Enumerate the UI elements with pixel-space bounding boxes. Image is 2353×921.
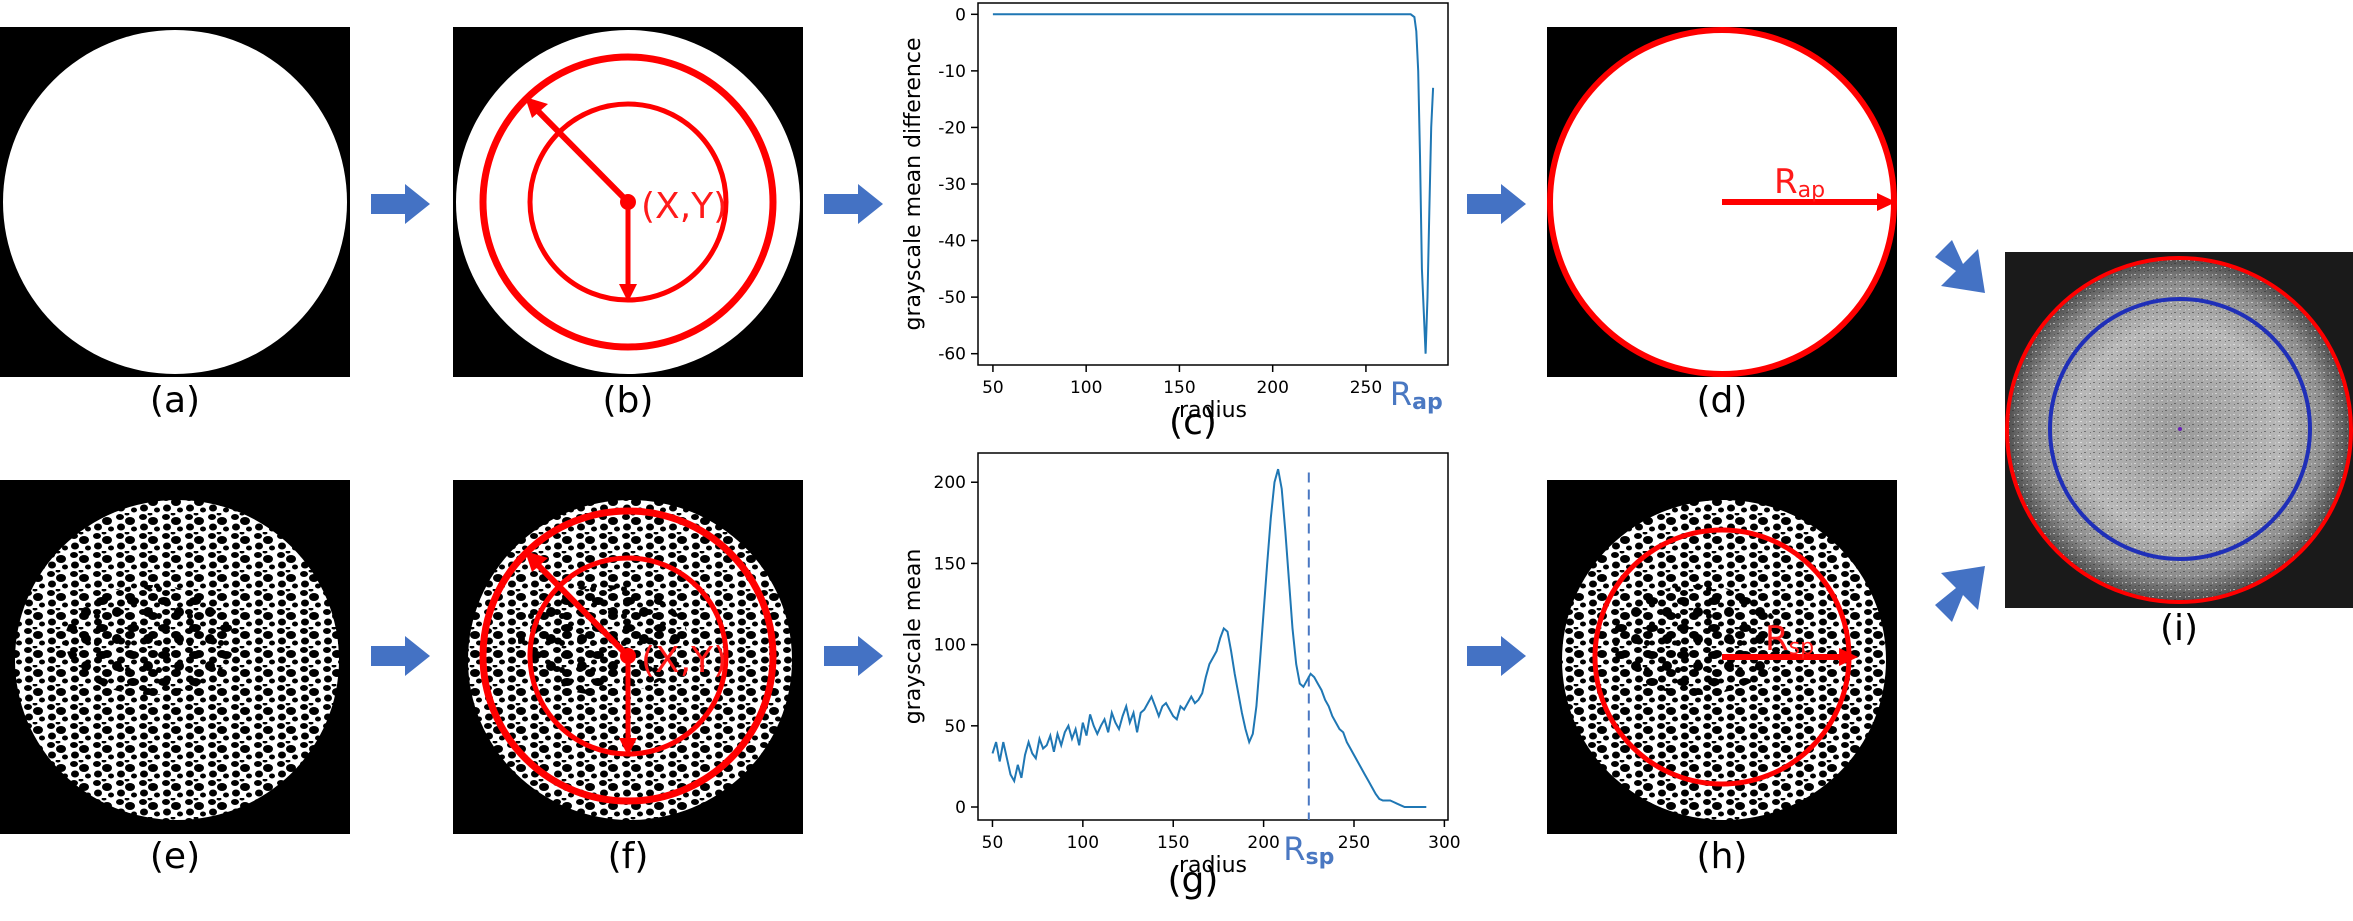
x-tick-label: 100	[1067, 833, 1099, 853]
x-axis-label: radius	[1179, 853, 1247, 878]
panel-f-edge-mask	[453, 483, 803, 834]
panel-a	[0, 27, 350, 377]
x-tick-label: 250	[1338, 833, 1370, 853]
label-h: (h)	[1697, 836, 1748, 877]
x-tick-label: 100	[1070, 378, 1102, 398]
marker-label-main: R	[1283, 830, 1305, 868]
x-tick-label: 150	[1157, 833, 1189, 853]
arrow-c-to-d	[1467, 184, 1526, 224]
plot-frame	[977, 452, 1449, 821]
y-tick-label: -20	[938, 118, 966, 138]
x-tick-label: 50	[982, 833, 1004, 853]
flow-arrows	[371, 184, 1985, 676]
panel-f-center-dot	[620, 648, 636, 664]
panel-b-outer-ring	[479, 53, 777, 351]
label-g: (g)	[1168, 860, 1219, 901]
panel-d-rap-label: Rap	[1774, 162, 1825, 203]
panel-b-center-label: (X,Y)	[641, 186, 727, 227]
y-tick-label: 200	[934, 473, 966, 493]
label-a: (a)	[150, 380, 200, 421]
arrow-d-to-i	[1935, 240, 1985, 293]
marker-label-sub: sp	[1306, 845, 1335, 870]
panel-b-radius-arrow-diag	[532, 105, 631, 205]
chart-g: 50 100 150 200 250 300050100150200radiusgrays…	[901, 452, 1461, 878]
marker-label: Rap	[1390, 375, 1443, 415]
y-tick-label: -40	[938, 232, 966, 252]
x-tick-label: 200	[1256, 378, 1288, 398]
x-axis-label: radius	[1179, 398, 1247, 423]
marker-label-sub: ap	[1412, 390, 1443, 415]
panel-b-arrowhead-down	[619, 284, 637, 302]
panel-f: (X,Y)	[453, 480, 803, 834]
x-tick-label: 200	[1247, 833, 1279, 853]
series-line	[991, 468, 1427, 808]
y-tick-label: 100	[934, 636, 966, 656]
y-axis-label: grayscale mean difference	[901, 37, 926, 330]
panel-h-dark-core	[1612, 585, 1782, 695]
panel-e-edge-mask	[0, 483, 350, 834]
arrow-a-to-b	[371, 184, 430, 224]
y-tick-label: -50	[938, 288, 966, 308]
panel-f-center-label: (X,Y)	[641, 640, 727, 681]
x-tick-label: 150	[1163, 378, 1195, 398]
x-tick-label: 300	[1428, 833, 1460, 853]
marker-label-main: R	[1390, 375, 1412, 413]
label-d: (d)	[1697, 380, 1748, 421]
panel-f-dark-core	[518, 585, 688, 695]
y-tick-label: 0	[955, 5, 966, 25]
y-tick-label: 0	[955, 798, 966, 818]
arrow-g-to-h	[1467, 636, 1526, 676]
label-e: (e)	[150, 836, 200, 877]
marker-label: Rsp	[1283, 830, 1334, 870]
y-tick-label: 50	[944, 717, 966, 737]
panel-d-arrowhead	[1877, 193, 1896, 211]
panel-e	[0, 480, 350, 834]
series-line	[992, 13, 1435, 354]
panel-f-outer-ring	[479, 507, 777, 805]
y-axis-label: grayscale mean	[901, 549, 926, 725]
panel-f-radius-arrow-diag	[532, 559, 631, 659]
y-tick-label: 150	[934, 554, 966, 574]
panel-h-edge-mask	[1547, 483, 1897, 834]
panel-b-arrowhead-diag	[525, 97, 548, 118]
plot-frame	[977, 2, 1449, 366]
arrow-e-to-f	[371, 636, 430, 676]
arrow-b-to-c	[824, 184, 883, 224]
panel-f-arrowhead-down	[619, 738, 637, 756]
panel-h-rsp-label: Rsp	[1765, 619, 1814, 660]
label-c: (c)	[1169, 402, 1217, 443]
panel-i-blue-ring	[2048, 297, 2312, 561]
arrow-f-to-g	[824, 636, 883, 676]
x-tick-label: 50	[982, 378, 1004, 398]
panel-i-center-dot	[2178, 427, 2182, 431]
y-tick-label: -10	[938, 62, 966, 82]
panel-e-dark-core	[65, 585, 235, 695]
panel-b: (X,Y)	[453, 27, 803, 377]
panel-h-arrowhead	[1839, 648, 1858, 666]
panel-b-center-dot	[620, 194, 636, 210]
label-i: (i)	[2160, 608, 2198, 649]
panel-f-arrowhead-diag	[525, 551, 548, 572]
y-tick-label: -30	[938, 175, 966, 195]
label-b: (b)	[603, 380, 654, 421]
label-f: (f)	[608, 836, 649, 877]
panel-d: Rap	[1547, 27, 1897, 377]
panel-h: Rsp	[1547, 480, 1897, 834]
panel-i	[2005, 252, 2353, 608]
y-tick-label: -60	[938, 345, 966, 365]
panel-a-disc	[3, 30, 347, 374]
panel-i-red-ring	[2005, 256, 2353, 604]
x-tick-label: 250	[1350, 378, 1382, 398]
arrow-h-to-i	[1935, 566, 1985, 622]
chart-c: 50 100 150 200 250 0 -10 -20 -30 -40 -50 -60 radius g…	[901, 2, 1449, 423]
